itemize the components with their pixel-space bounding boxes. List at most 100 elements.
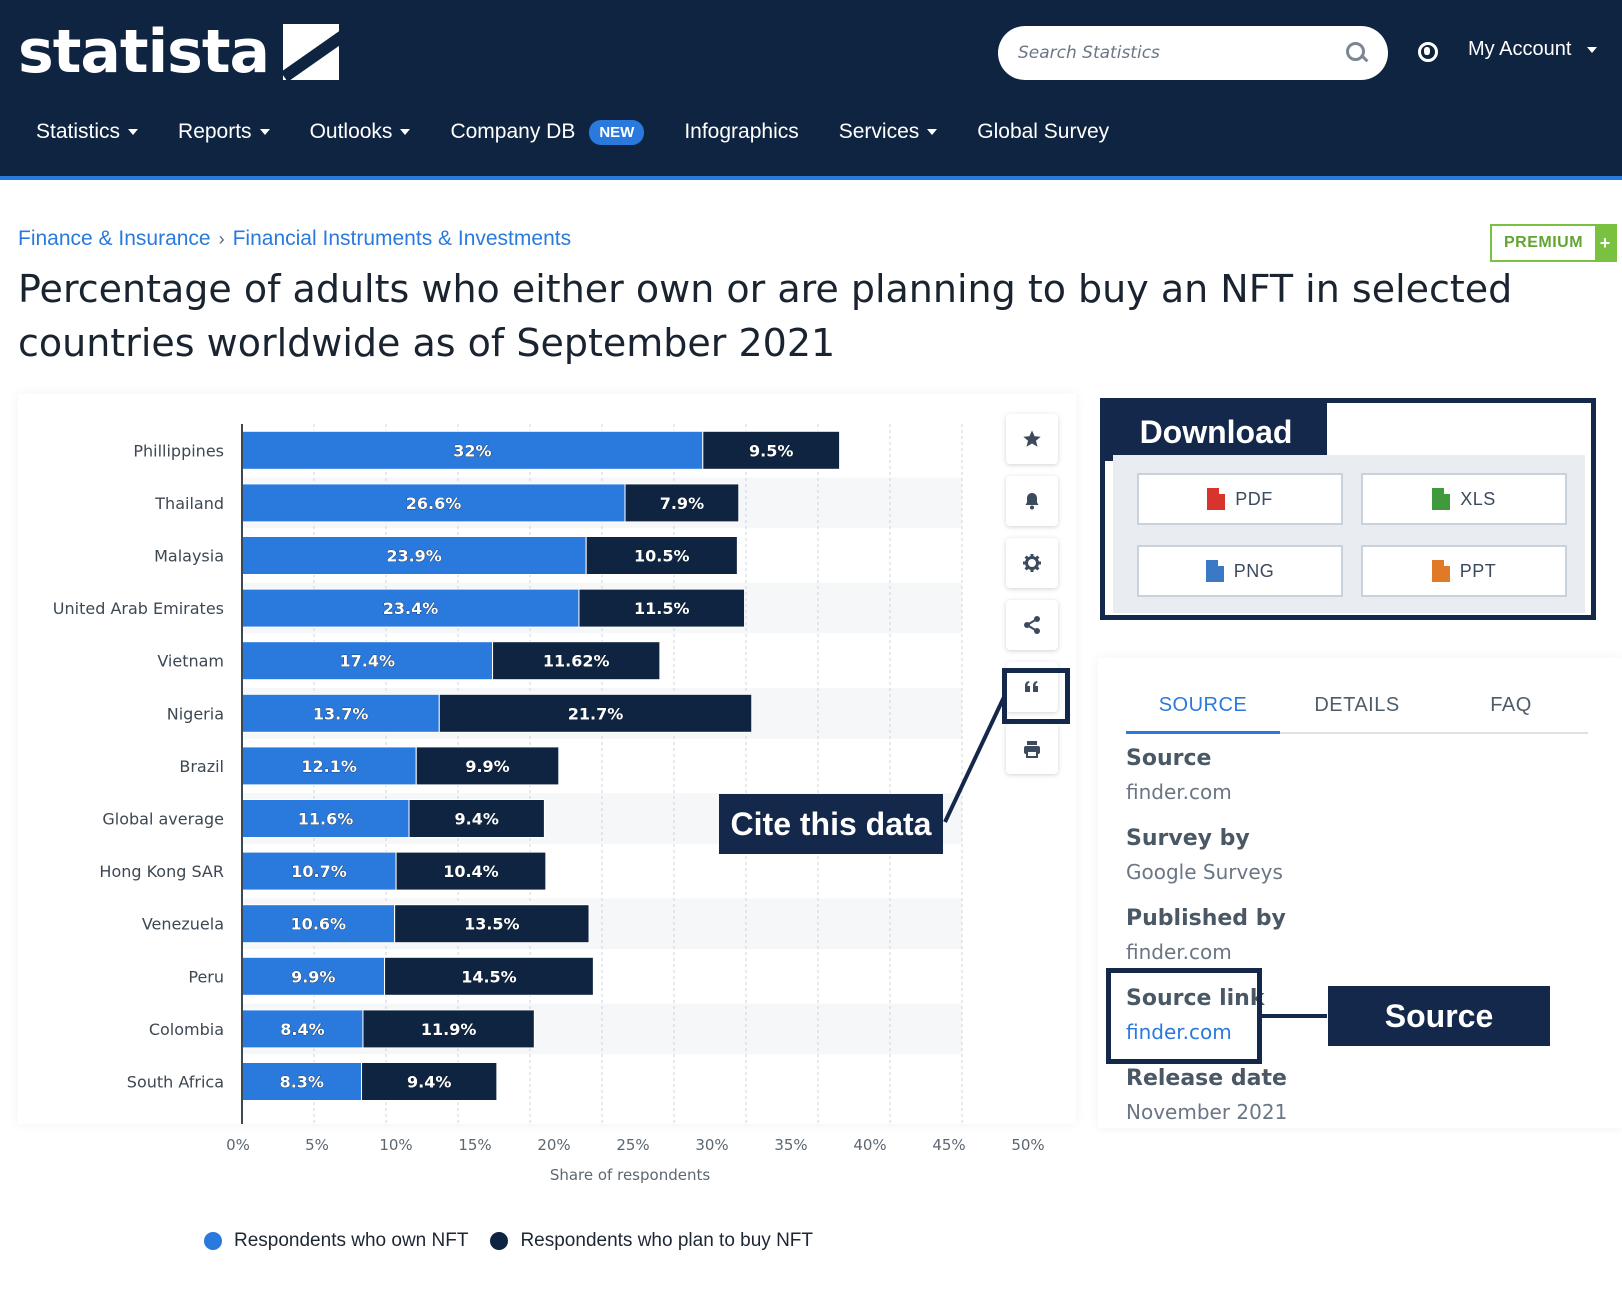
share-button[interactable] xyxy=(1006,600,1058,650)
bar-plan-nft xyxy=(408,799,545,838)
category-label: Colombia xyxy=(149,1020,224,1039)
nav-reports[interactable]: Reports xyxy=(178,120,270,144)
nav-services[interactable]: Services xyxy=(839,120,938,144)
quote-icon xyxy=(1025,681,1038,692)
bar-data-label: 8.3% xyxy=(280,1073,324,1092)
ppt-file-icon xyxy=(1431,560,1450,582)
logo-mark-icon xyxy=(283,24,340,80)
tab-faq[interactable]: FAQ xyxy=(1490,694,1532,716)
category-label: Hong Kong SAR xyxy=(99,862,224,881)
search-input[interactable] xyxy=(1018,43,1346,63)
statista-logo[interactable]: statista xyxy=(18,17,340,87)
tab-details[interactable]: DETAILS xyxy=(1314,694,1400,716)
globe-icon[interactable] xyxy=(1418,42,1438,62)
nav-statistics[interactable]: Statistics xyxy=(36,120,139,144)
legend-dot-plan xyxy=(490,1232,509,1250)
bar-own-nft xyxy=(241,1062,363,1101)
download-xls-button[interactable]: XLS xyxy=(1361,473,1567,525)
nav-label: Global Survey xyxy=(977,120,1110,143)
bar-data-label: 11.6% xyxy=(298,810,354,829)
category-label: Brazil xyxy=(179,757,224,776)
bar-data-label: 10.5% xyxy=(634,547,690,566)
legend-dot-own xyxy=(204,1232,222,1250)
favorite-button[interactable] xyxy=(1006,414,1058,464)
bar-plan-nft xyxy=(492,641,661,681)
category-label: Venezuela xyxy=(142,915,224,934)
download-xls-label: XLS xyxy=(1460,488,1496,509)
main-nav: Statistics Reports Outlooks Company DB N… xyxy=(36,112,1149,152)
nav-infographics[interactable]: Infographics xyxy=(684,120,798,144)
published-by-label: Published by xyxy=(1126,906,1286,931)
new-badge: NEW xyxy=(589,119,645,145)
chart-legend: Respondents who own NFT Respondents who … xyxy=(204,1230,835,1252)
notification-button[interactable] xyxy=(1006,476,1058,526)
source-callout: Source xyxy=(1328,986,1550,1046)
nav-label: Company DB xyxy=(450,120,576,143)
x-tick-label: 45% xyxy=(932,1136,965,1154)
x-tick-label: 30% xyxy=(695,1136,728,1154)
download-buttons: PDF XLS PNG PPT xyxy=(1113,455,1585,613)
bar-data-label: 11.9% xyxy=(421,1020,477,1039)
release-date-label: Release date xyxy=(1126,1066,1287,1091)
x-tick-label: 10% xyxy=(379,1136,412,1154)
breadcrumb-link-instruments[interactable]: Financial Instruments & Investments xyxy=(232,227,572,250)
print-button[interactable] xyxy=(1006,724,1058,774)
bar-own-nft xyxy=(241,851,397,891)
my-account-menu[interactable]: My Account xyxy=(1468,38,1598,61)
search-box xyxy=(998,26,1388,80)
premium-badge[interactable]: PREMIUM + xyxy=(1490,224,1618,262)
category-label: Global average xyxy=(102,810,224,829)
nav-global-survey[interactable]: Global Survey xyxy=(977,120,1109,144)
top-header: statista My Account Statistics Reports O… xyxy=(0,0,1622,180)
bar-plan-nft xyxy=(702,430,841,470)
search-icon[interactable] xyxy=(1346,42,1368,64)
bar-data-label: 10.7% xyxy=(291,862,347,881)
legend-item-own[interactable]: Respondents who own NFT xyxy=(204,1230,468,1252)
legend-label-own: Respondents who own NFT xyxy=(234,1230,469,1251)
breadcrumb-link-finance[interactable]: Finance & Insurance xyxy=(18,227,211,250)
x-tick-label: 25% xyxy=(616,1136,649,1154)
bar-data-label: 21.7% xyxy=(568,704,624,723)
x-tick-label: 15% xyxy=(458,1136,491,1154)
bar-plan-nft xyxy=(578,588,746,628)
category-label: Peru xyxy=(188,967,224,986)
bar-data-label: 9.5% xyxy=(749,441,793,460)
source-link[interactable]: finder.com xyxy=(1126,1020,1232,1044)
x-axis-title: Share of respondents xyxy=(550,1166,711,1184)
caret-down-icon xyxy=(259,129,270,135)
bar-data-label: 26.6% xyxy=(406,494,462,513)
premium-label: PREMIUM xyxy=(1504,234,1584,251)
bar-data-label: 7.9% xyxy=(660,494,704,513)
survey-by-value: Google Surveys xyxy=(1126,860,1283,884)
bar-data-label: 17.4% xyxy=(340,652,396,671)
source-link-highlight xyxy=(1106,968,1262,1064)
download-pdf-button[interactable]: PDF xyxy=(1137,473,1343,525)
source-label: Source xyxy=(1126,746,1212,771)
tab-source[interactable]: SOURCE xyxy=(1126,688,1280,734)
breadcrumb-chevron-icon: › xyxy=(218,228,225,249)
legend-item-plan[interactable]: Respondents who plan to buy NFT xyxy=(490,1230,813,1252)
nav-company-db[interactable]: Company DB NEW xyxy=(450,119,645,145)
download-png-button[interactable]: PNG xyxy=(1137,545,1343,597)
plus-icon: + xyxy=(1595,226,1616,260)
bar-own-nft xyxy=(241,536,587,575)
info-panel: SOURCE DETAILS FAQ Source finder.com Sur… xyxy=(1098,658,1622,1128)
bar-plan-nft xyxy=(362,1009,535,1049)
nav-label: Outlooks xyxy=(309,120,393,143)
info-tabs: SOURCE DETAILS FAQ xyxy=(1126,688,1588,734)
share-icon xyxy=(1024,616,1040,634)
stacked-bar-chart: 32% 9.5% Phillippines 26.6% 7.9% Thailand 23.9… xyxy=(53,424,963,1124)
caret-down-icon xyxy=(400,129,411,135)
x-axis: 0% 5% 10% 15% 20% 25% 30% 35% 40% 45% 50% Share of … xyxy=(226,1136,1045,1184)
bar-plan-nft xyxy=(438,693,753,733)
download-ppt-button[interactable]: PPT xyxy=(1361,545,1567,597)
bar-plan-nft xyxy=(361,1062,498,1101)
page-title: Percentage of adults who either own or a… xyxy=(18,267,1513,365)
nav-outlooks[interactable]: Outlooks xyxy=(310,120,411,144)
download-pdf-label: PDF xyxy=(1235,488,1273,509)
category-label: Nigeria xyxy=(167,704,224,723)
bar-plan-nft xyxy=(395,851,547,891)
breadcrumb: Finance & Insurance › Financial Instrume… xyxy=(18,227,571,251)
settings-button[interactable] xyxy=(1006,538,1058,588)
download-panel: Download PDF XLS PNG PPT xyxy=(1100,398,1596,620)
